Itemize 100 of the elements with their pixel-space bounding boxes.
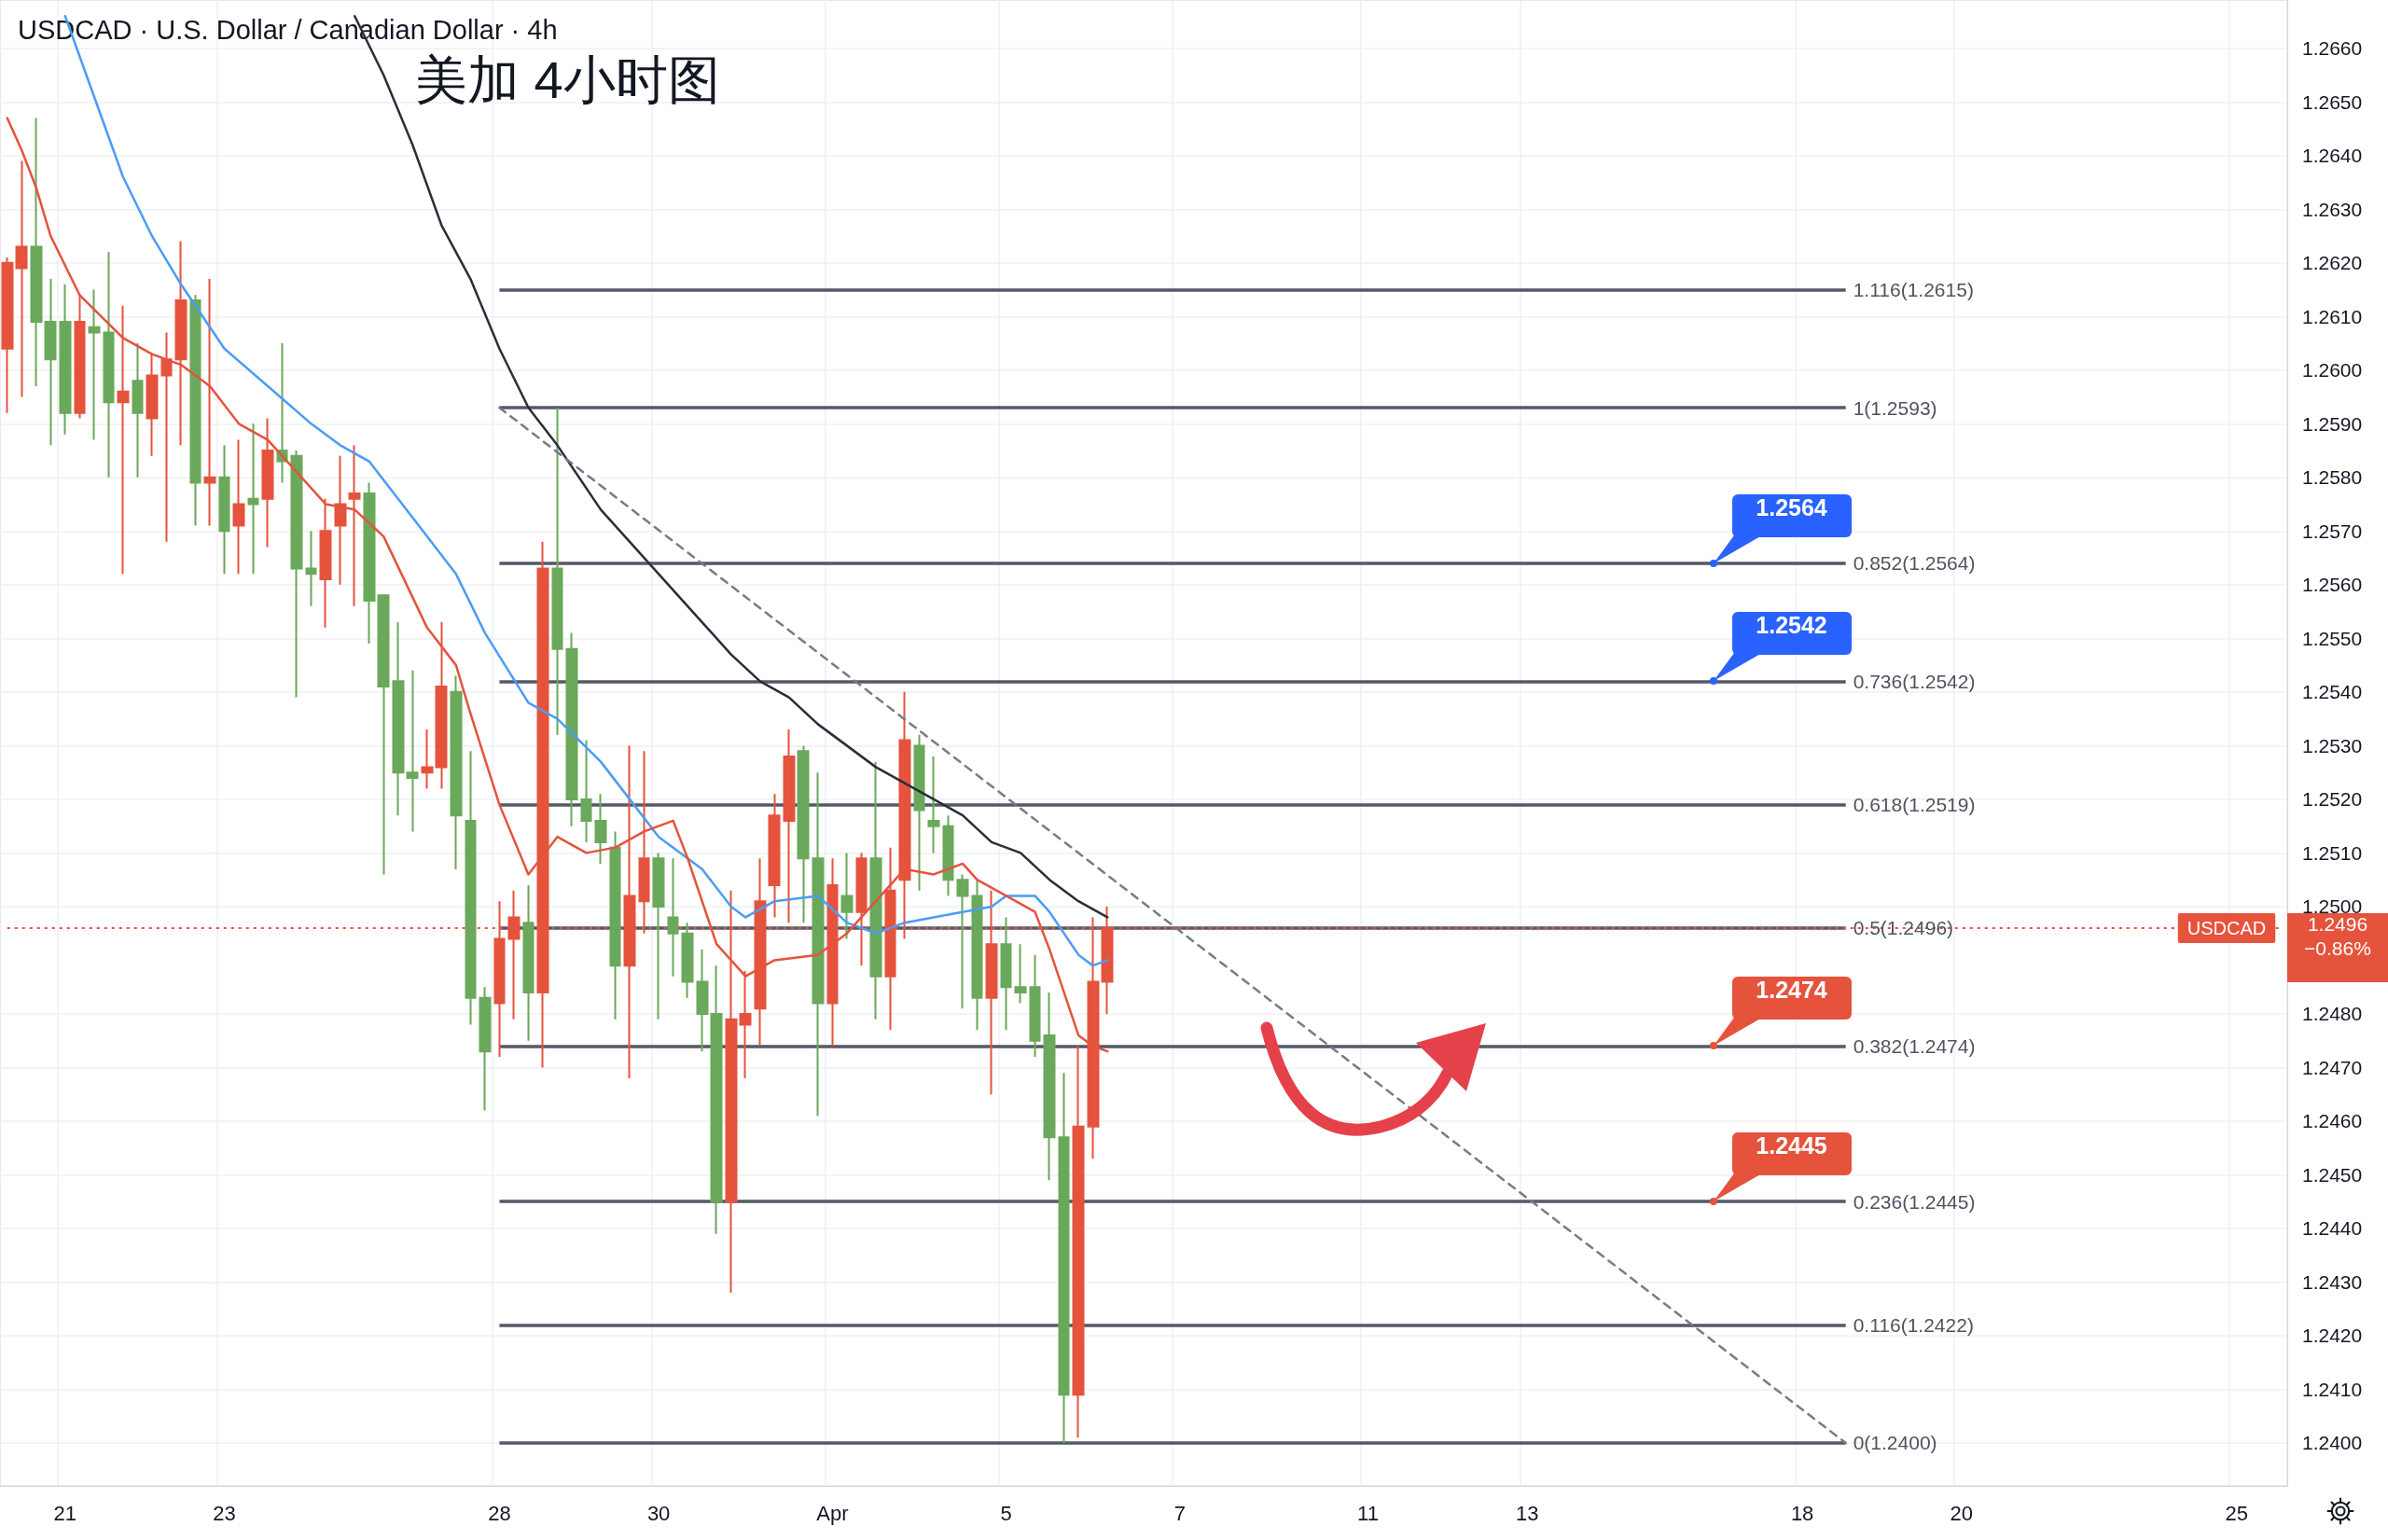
candlestick (348, 444, 361, 607)
ref-line-label: USDCAD (2187, 917, 2267, 938)
y-tick-label: 1.2470 (2302, 1056, 2363, 1078)
annotation: 1.2445 (1731, 1132, 1852, 1176)
candlestick (826, 857, 839, 1047)
candlestick (971, 879, 983, 1032)
candlestick (290, 450, 303, 699)
y-tick-label: 1.2650 (2302, 90, 2363, 113)
y-tick-label: 1.2480 (2302, 1003, 2363, 1025)
candlestick (783, 728, 796, 924)
candlestick (435, 621, 448, 790)
x-tick-label: 21 (53, 1501, 77, 1525)
x-tick-label: 28 (488, 1501, 511, 1525)
candlestick (44, 278, 57, 447)
y-tick-label: 1.2630 (2302, 198, 2363, 220)
candlestick (667, 857, 679, 978)
y-tick-label: 1.2440 (2302, 1217, 2363, 1240)
candlestick (1000, 916, 1012, 1032)
candlestick (1029, 953, 1041, 1058)
candlestick (406, 669, 419, 833)
y-tick-label: 1.2640 (2302, 145, 2363, 167)
candlestick (551, 407, 563, 736)
candlestick (942, 814, 954, 897)
ref-line-label: 0.852(1.2564) (1853, 552, 1976, 575)
x-tick-label: 25 (2225, 1501, 2248, 1525)
x-tick-label: 20 (1950, 1501, 1974, 1525)
candlestick (59, 283, 72, 436)
annotation: 1.2474 (1731, 977, 1852, 1020)
candlestick (1072, 1045, 1085, 1439)
y-tick-label: 1.2420 (2302, 1325, 2363, 1347)
y-tick-label: 1.2600 (2302, 359, 2363, 382)
y-tick-label: 1.2620 (2302, 252, 2363, 274)
candlestick (174, 240, 187, 447)
candlestick (913, 733, 925, 892)
ref-line-label: 0(1.2400) (1853, 1432, 1937, 1454)
x-tick-label: 18 (1790, 1501, 1814, 1525)
candlestick (696, 948, 709, 1053)
candlestick (927, 755, 940, 854)
candlestick (146, 353, 159, 457)
candlestick (652, 852, 665, 1020)
ref-line-label: 0.116(1.2422) (1853, 1313, 1974, 1336)
candlestick (232, 438, 245, 576)
candlestick (247, 423, 259, 576)
candlestick (580, 739, 592, 843)
annotation: 1.2542 (1731, 612, 1852, 656)
ref-line-label: 1(1.2593) (1853, 396, 1937, 419)
y-tick-label: 1.2520 (2302, 788, 2363, 811)
candlestick (479, 986, 492, 1112)
y-tick-label: 1.2450 (2302, 1163, 2363, 1186)
candlestick (609, 830, 621, 1020)
text: 美加 4小时图 (415, 49, 720, 109)
y-tick-label: 1.2530 (2302, 734, 2363, 756)
candlestick (132, 342, 144, 479)
candlestick (594, 793, 607, 865)
candlestick (30, 117, 43, 388)
y-tick-label: 1.2550 (2302, 627, 2363, 649)
ref-line-label: 0.736(1.2542) (1853, 670, 1976, 692)
y-tick-label: 1.2400 (2302, 1432, 2363, 1454)
candlestick (218, 444, 230, 576)
candlestick (681, 922, 694, 999)
candlestick (392, 621, 405, 817)
candlestick (869, 760, 882, 1020)
x-tick-label: 5 (1000, 1501, 1012, 1525)
candlestick (261, 417, 274, 548)
ref-line-label: 1.116(1.2615) (1853, 279, 1974, 301)
y-tick-label: 1.2510 (2302, 841, 2363, 864)
candlestick (840, 852, 854, 940)
candlestick (319, 497, 332, 629)
candlestick (768, 793, 781, 919)
ref-line-label: 0.5(1.2496) (1853, 917, 1954, 939)
x-tick-label: 23 (213, 1501, 236, 1525)
x-tick-label: 7 (1173, 1501, 1186, 1525)
ref-line-label: 0.236(1.2445) (1853, 1190, 1976, 1213)
candlestick (334, 454, 347, 586)
candlestick (103, 251, 115, 479)
candlestick (812, 771, 825, 1117)
candlestick (1043, 991, 1056, 1182)
y-tick-label: 1.2590 (2302, 412, 2363, 435)
candlestick (1, 257, 14, 414)
x-tick-label: 30 (646, 1501, 671, 1525)
candlestick (363, 481, 376, 645)
candlestick (1058, 1072, 1070, 1444)
y-tick-label: 1.2430 (2302, 1270, 2363, 1293)
candlestick (74, 294, 86, 420)
candlestick (421, 728, 434, 790)
candlestick (117, 304, 130, 576)
y-tick-label: 1.2540 (2302, 681, 2363, 703)
y-tick-label: 1.2570 (2302, 520, 2363, 542)
candlestick (88, 288, 101, 441)
candlestick (565, 631, 578, 827)
ref-line-label: 0.382(1.2474) (1853, 1034, 1976, 1057)
x-tick-label: 11 (1357, 1501, 1379, 1525)
candlestick (189, 294, 201, 527)
y-tick-label: 1.2560 (2302, 574, 2363, 596)
candlestick (465, 750, 477, 1026)
candlestick (276, 342, 288, 484)
x-tick-label: Apr (816, 1501, 849, 1525)
candlestick (450, 674, 463, 870)
y-tick-label: 1.2460 (2302, 1110, 2363, 1132)
candlestick (305, 530, 317, 607)
